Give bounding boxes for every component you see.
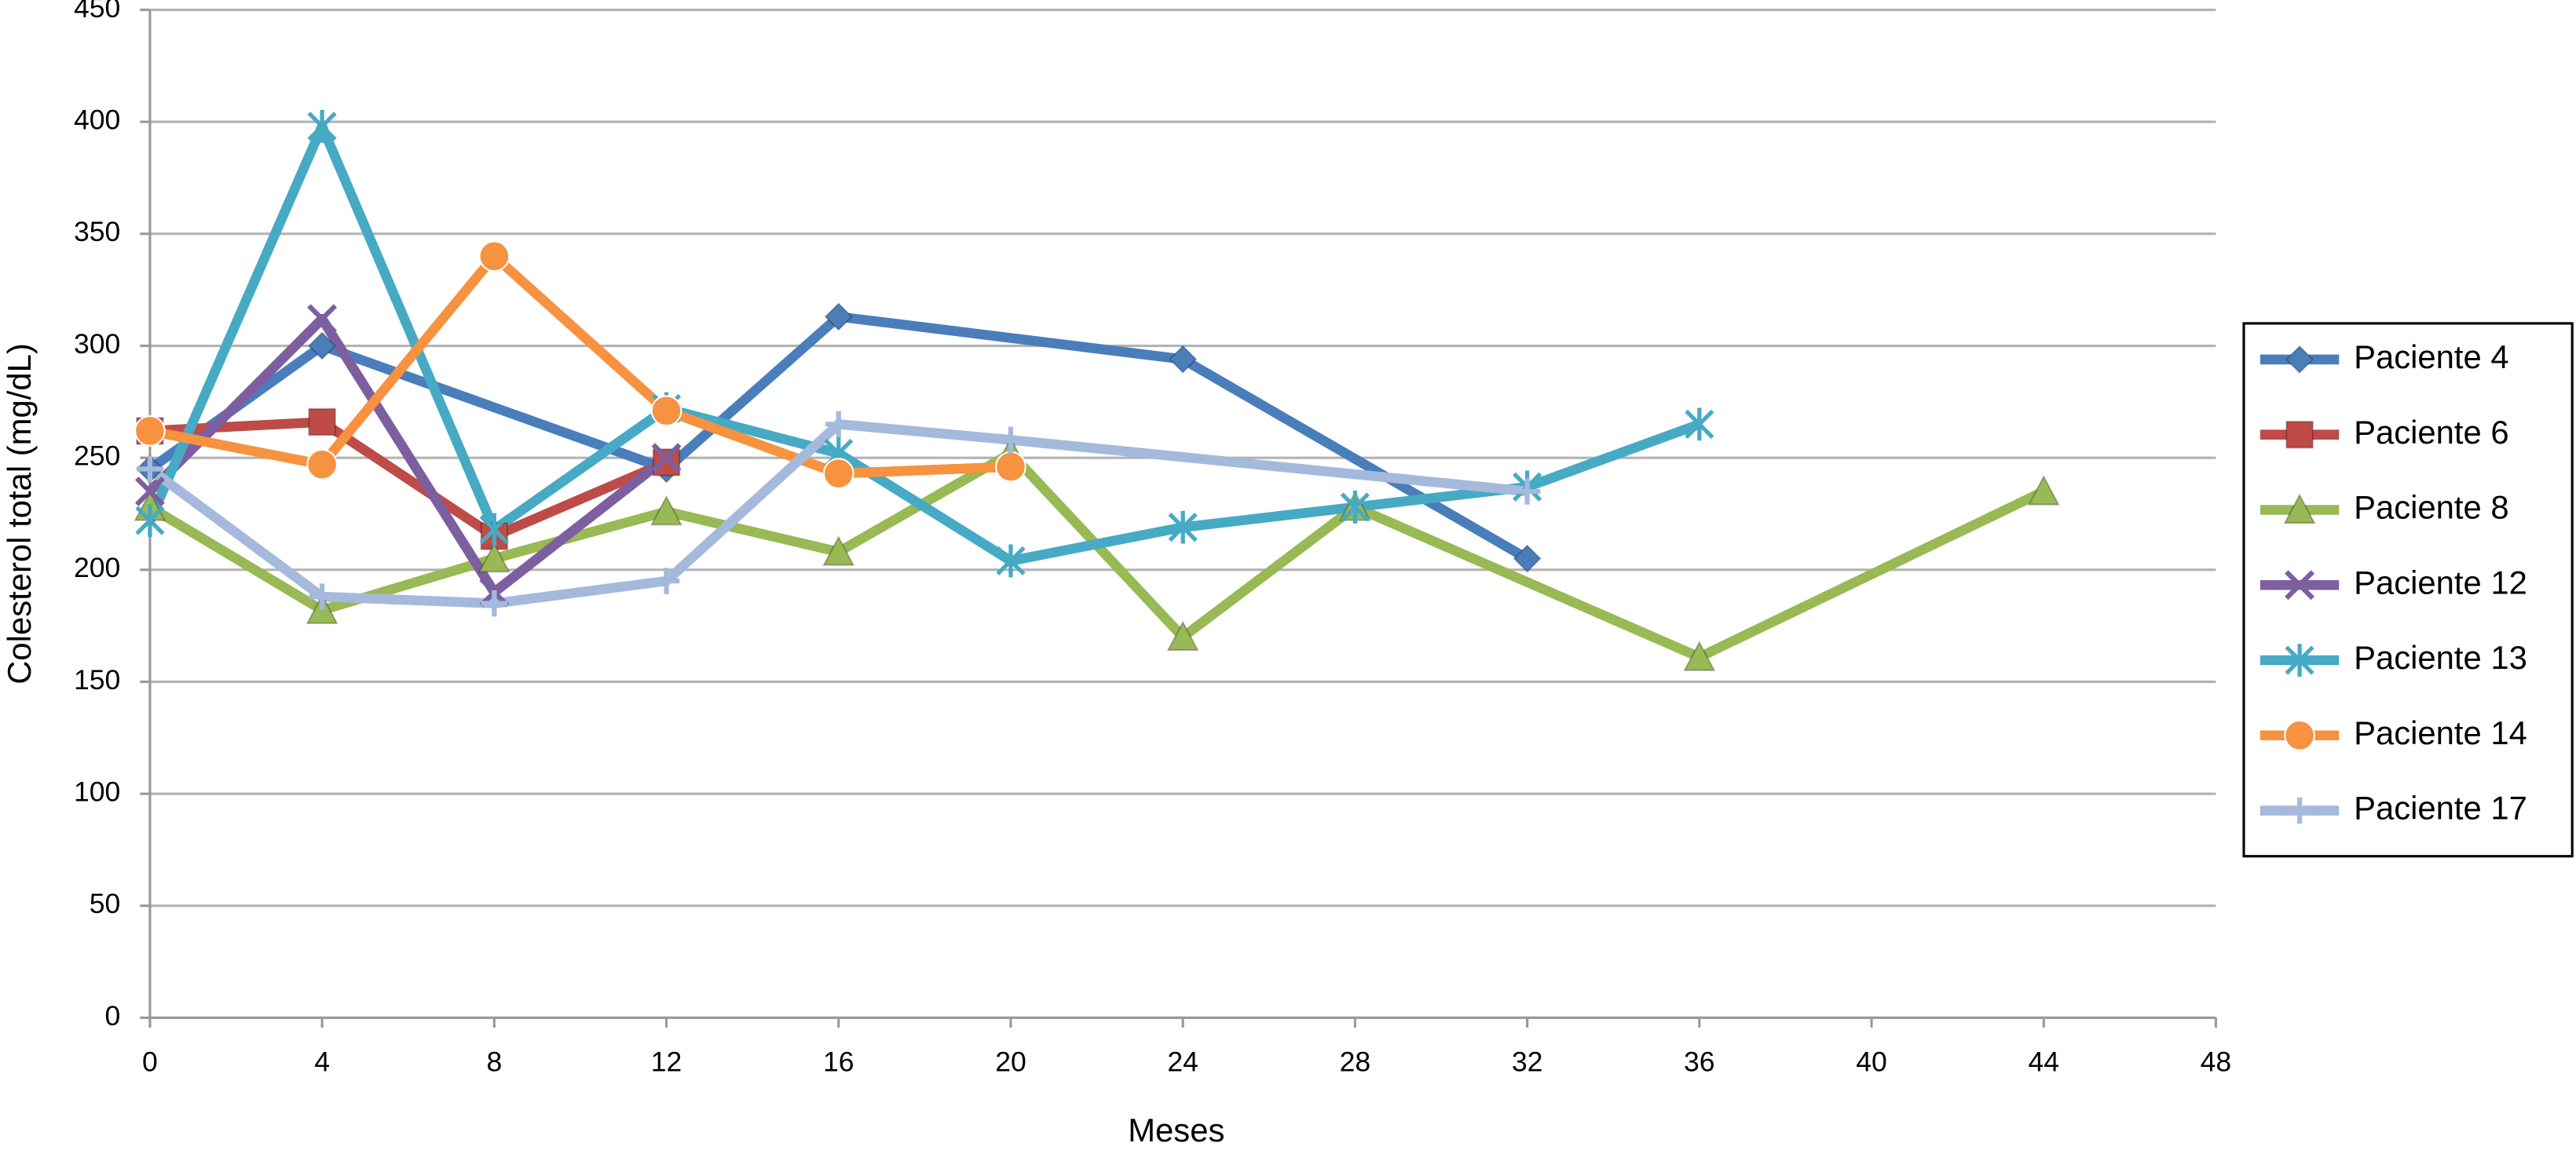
x-tick-label: 44 xyxy=(2028,1046,2059,1077)
legend-label: Paciente 13 xyxy=(2354,639,2527,676)
series-line xyxy=(146,314,670,597)
marker xyxy=(134,477,165,506)
y-tick-label: 300 xyxy=(74,328,120,360)
legend-label: Paciente 14 xyxy=(2354,714,2527,751)
y-tick-label: 200 xyxy=(74,552,120,583)
y-tick-label: 400 xyxy=(74,104,120,136)
y-tick-label: 150 xyxy=(74,664,120,696)
legend-label: Paciente 4 xyxy=(2354,338,2509,375)
series-line xyxy=(145,121,1701,566)
x-tick-label: 48 xyxy=(2201,1046,2232,1077)
marker xyxy=(2283,493,2316,524)
marker xyxy=(2285,420,2314,449)
x-tick-label: 28 xyxy=(1340,1046,1371,1077)
marker xyxy=(307,331,337,360)
y-tick-label: 50 xyxy=(90,888,121,919)
x-tick-label: 0 xyxy=(142,1046,158,1077)
marker xyxy=(135,504,165,537)
x-tick-label: 4 xyxy=(314,1046,330,1077)
y-tick-label: 350 xyxy=(74,216,120,247)
x-tick-label: 16 xyxy=(823,1046,854,1077)
marker xyxy=(1168,345,1198,374)
marker xyxy=(1685,407,1714,441)
marker xyxy=(1513,544,1542,573)
marker xyxy=(1513,478,1541,505)
x-tick-label: 24 xyxy=(1167,1046,1198,1077)
marker xyxy=(995,451,1026,483)
y-axis-title: Colesterol total (mg/dL) xyxy=(1,343,38,685)
marker xyxy=(2285,644,2314,677)
series-line xyxy=(148,251,1012,479)
marker xyxy=(2286,797,2313,824)
x-axis-title: Meses xyxy=(1128,1112,1224,1149)
marker xyxy=(479,513,509,546)
legend-label: Paciente 6 xyxy=(2354,414,2509,451)
marker xyxy=(478,542,510,573)
marker xyxy=(649,495,683,526)
x-tick-label: 12 xyxy=(651,1046,682,1077)
marker xyxy=(2285,570,2315,601)
x-tick-label: 32 xyxy=(1512,1046,1543,1077)
y-tick-label: 0 xyxy=(105,1000,121,1032)
marker xyxy=(651,443,682,473)
marker xyxy=(2027,474,2060,506)
marker xyxy=(822,458,854,490)
y-tick-label: 450 xyxy=(74,0,120,24)
marker xyxy=(307,304,338,334)
marker xyxy=(307,109,337,143)
legend-label: Paciente 17 xyxy=(2354,790,2527,827)
marker xyxy=(2284,719,2315,751)
marker xyxy=(822,535,855,566)
marker xyxy=(650,395,682,427)
marker xyxy=(309,583,335,610)
marker xyxy=(1340,491,1370,524)
marker xyxy=(1168,510,1198,544)
x-tick-label: 20 xyxy=(995,1046,1026,1077)
marker xyxy=(1683,641,1716,671)
marker xyxy=(134,415,166,447)
series-line xyxy=(149,417,669,542)
marker xyxy=(306,448,338,480)
x-tick-label: 8 xyxy=(486,1046,502,1077)
y-tick-label: 100 xyxy=(74,776,120,808)
marker xyxy=(137,455,163,483)
marker xyxy=(1166,620,1199,652)
marker xyxy=(652,448,681,477)
y-tick-label: 250 xyxy=(74,440,120,472)
marker xyxy=(478,240,510,272)
marker xyxy=(996,544,1026,578)
marker xyxy=(825,411,852,438)
x-tick-label: 40 xyxy=(1856,1046,1887,1077)
marker xyxy=(2285,345,2314,374)
marker xyxy=(997,426,1024,454)
x-tick-label: 36 xyxy=(1684,1046,1715,1077)
marker xyxy=(308,407,336,436)
marker xyxy=(481,590,508,617)
legend: Paciente 4 Paciente 6 Paciente 8 Paciente 1… xyxy=(2242,322,2574,858)
marker xyxy=(824,302,853,331)
marker xyxy=(653,568,680,594)
legend-label: Paciente 8 xyxy=(2354,489,2509,526)
legend-label: Paciente 12 xyxy=(2354,564,2527,601)
series-line xyxy=(147,312,1530,563)
